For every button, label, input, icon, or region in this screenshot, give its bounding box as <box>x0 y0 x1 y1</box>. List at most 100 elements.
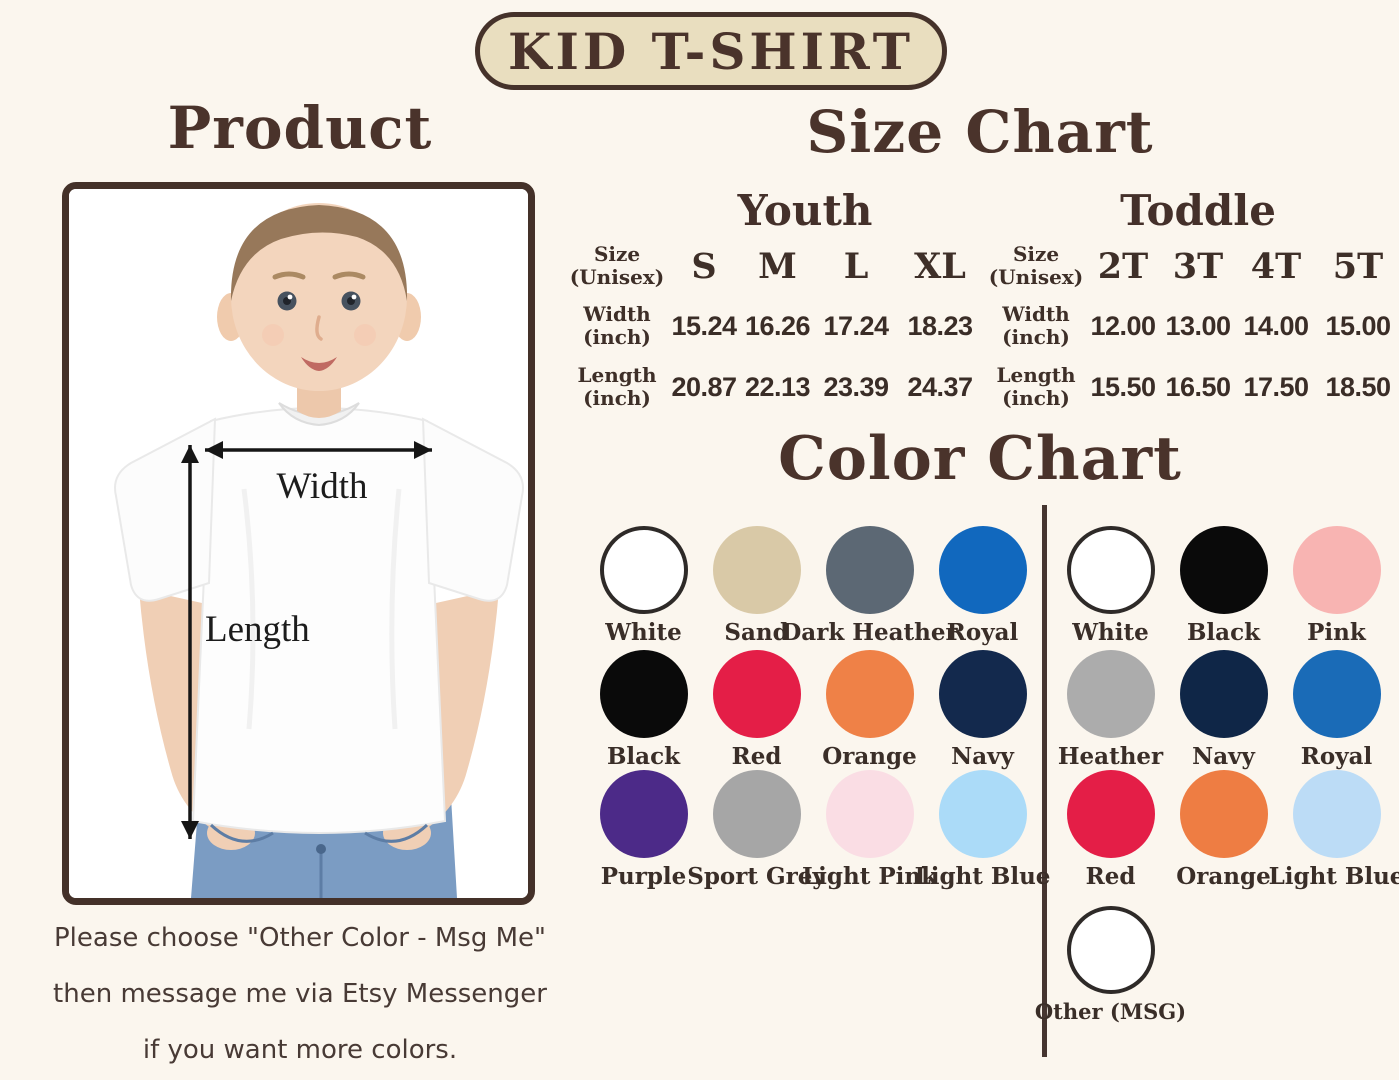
white-tshirt <box>114 402 524 834</box>
color-swatch-label: Purple <box>600 863 687 890</box>
other-color-swatch-label: Other (MSG) <box>1034 999 1187 1024</box>
size-table-row-label: Length (inch) <box>996 363 1076 410</box>
size-column-header: 2T <box>1097 245 1149 287</box>
color-swatch-label: Navy <box>951 743 1014 770</box>
length-arrow <box>181 445 199 839</box>
footer-note: Please choose "Other Color - Msg Me" then… <box>25 910 575 1078</box>
hair <box>230 205 408 301</box>
color-swatch: Light Pink <box>802 770 937 894</box>
color-swatch-label: Royal <box>1300 743 1373 770</box>
color-swatch-circle <box>825 526 914 614</box>
color-swatch-label: Sand <box>724 619 789 646</box>
size-value: 12.00 <box>1090 310 1156 341</box>
color-swatch-circle <box>599 650 688 738</box>
color-swatch-label: Light Blue <box>914 863 1051 890</box>
size-value: 15.50 <box>1090 371 1156 402</box>
size-chart-title: Size Chart <box>806 98 1154 166</box>
size-table-row-label: Width (inch) <box>583 302 651 349</box>
color-swatch: Light Blue <box>915 770 1050 894</box>
badge-label: KID T-SHIRT <box>508 21 914 81</box>
size-value: 16.50 <box>1165 371 1231 402</box>
size-value: 18.23 <box>907 310 973 341</box>
youth-color-swatch-grid: White Sand Dark Heather Royal Black Red Orange… <box>587 526 1050 894</box>
color-swatch-label: Navy <box>1192 743 1255 770</box>
color-swatch-circle <box>1179 526 1268 614</box>
size-value: 16.26 <box>744 310 811 341</box>
color-swatch: Pink <box>1280 526 1393 650</box>
color-swatch-label: Dark Heather <box>781 619 958 646</box>
color-swatch: White <box>1054 526 1167 650</box>
color-swatch-circle <box>1292 650 1381 738</box>
product-photo-frame: Width Length <box>62 182 535 905</box>
color-chart-title: Color Chart <box>778 424 1182 494</box>
size-table-row-label: Width (inch) <box>1002 302 1070 349</box>
footer-note-line: Please choose "Other Color - Msg Me" <box>53 923 546 953</box>
size-table-row-label: Size (Unisex) <box>988 242 1084 289</box>
color-swatch: Royal <box>1280 650 1393 770</box>
color-swatch: Red <box>700 650 813 770</box>
color-swatch-label: Orange <box>822 743 917 770</box>
size-column-header: 3T <box>1172 245 1224 287</box>
color-swatch-circle <box>938 526 1027 614</box>
size-value: 23.39 <box>823 371 889 402</box>
other-color-swatch: Other (MSG) <box>1035 906 1186 1024</box>
size-value: 15.00 <box>1325 310 1391 341</box>
size-value: 14.00 <box>1243 310 1309 341</box>
color-swatch: Sport Grey <box>687 770 826 894</box>
size-table-row-label: Size (Unisex) <box>569 242 665 289</box>
color-swatch: Light Blue <box>1269 770 1399 894</box>
color-swatch-label: Pink <box>1307 619 1366 646</box>
youth-size-table: Size (Unisex) S M L XL Width (inch) 15.24 16.26 17… <box>565 238 984 416</box>
color-swatch: Black <box>1167 526 1280 650</box>
boy-photo-illustration: Width Length <box>69 189 528 898</box>
other-color-swatch-circle <box>1066 906 1155 994</box>
color-swatch-circle <box>938 650 1027 738</box>
footer-note-line: if you want more colors. <box>142 1035 458 1065</box>
color-swatch-label: Light Pink <box>801 863 938 890</box>
size-value: 22.13 <box>744 371 811 402</box>
size-column-header: M <box>758 245 797 287</box>
color-swatch: Black <box>587 650 700 770</box>
color-swatch-label: Heather <box>1057 743 1164 770</box>
color-swatch-circle <box>1292 770 1381 858</box>
product-title: Product <box>167 94 433 162</box>
color-swatch: Purple <box>587 770 700 894</box>
size-value: 15.24 <box>671 310 737 341</box>
color-swatch-label: Black <box>1186 619 1261 646</box>
toddle-group-title: Toddle <box>1120 186 1276 235</box>
color-swatch-circle <box>712 526 801 614</box>
width-label: Width <box>276 466 368 507</box>
color-swatch-label: White <box>605 619 682 646</box>
color-swatch: Navy <box>1167 650 1280 770</box>
color-swatch: Royal <box>926 526 1039 650</box>
color-swatch: White <box>587 526 700 650</box>
size-table-row-label: Length (inch) <box>577 363 657 410</box>
color-swatch-label: Sport Grey <box>687 863 826 890</box>
size-value: 24.37 <box>907 371 973 402</box>
jeans-pockets <box>209 823 429 843</box>
color-swatch-circle <box>1066 526 1155 614</box>
toddle-size-table: Size (Unisex) 2T 3T 4T 5T Width (inch) 12.00 13.0… <box>986 238 1399 416</box>
color-swatch: Navy <box>926 650 1039 770</box>
size-column-header: 5T <box>1332 245 1384 287</box>
color-swatch-circle <box>1179 650 1268 738</box>
color-swatch-label: Red <box>1085 863 1136 890</box>
color-swatch: Red <box>1054 770 1167 894</box>
color-swatch-circle <box>712 650 801 738</box>
color-swatch: Heather <box>1054 650 1167 770</box>
size-value: 13.00 <box>1165 310 1231 341</box>
color-swatch: Orange <box>1167 770 1280 894</box>
size-value: 18.50 <box>1325 371 1391 402</box>
width-arrow <box>205 441 432 459</box>
size-column-header: XL <box>914 245 966 287</box>
color-swatch: Orange <box>813 650 926 770</box>
color-swatch-circle <box>825 650 914 738</box>
color-swatch-label: Orange <box>1176 863 1271 890</box>
size-column-header: 4T <box>1250 245 1302 287</box>
color-swatch: Dark Heather <box>781 526 958 650</box>
kid-tshirt-badge: KID T-SHIRT <box>475 12 947 90</box>
color-swatch-circle <box>825 770 914 858</box>
color-swatch-circle <box>599 770 688 858</box>
youth-group-title: Youth <box>737 186 873 235</box>
